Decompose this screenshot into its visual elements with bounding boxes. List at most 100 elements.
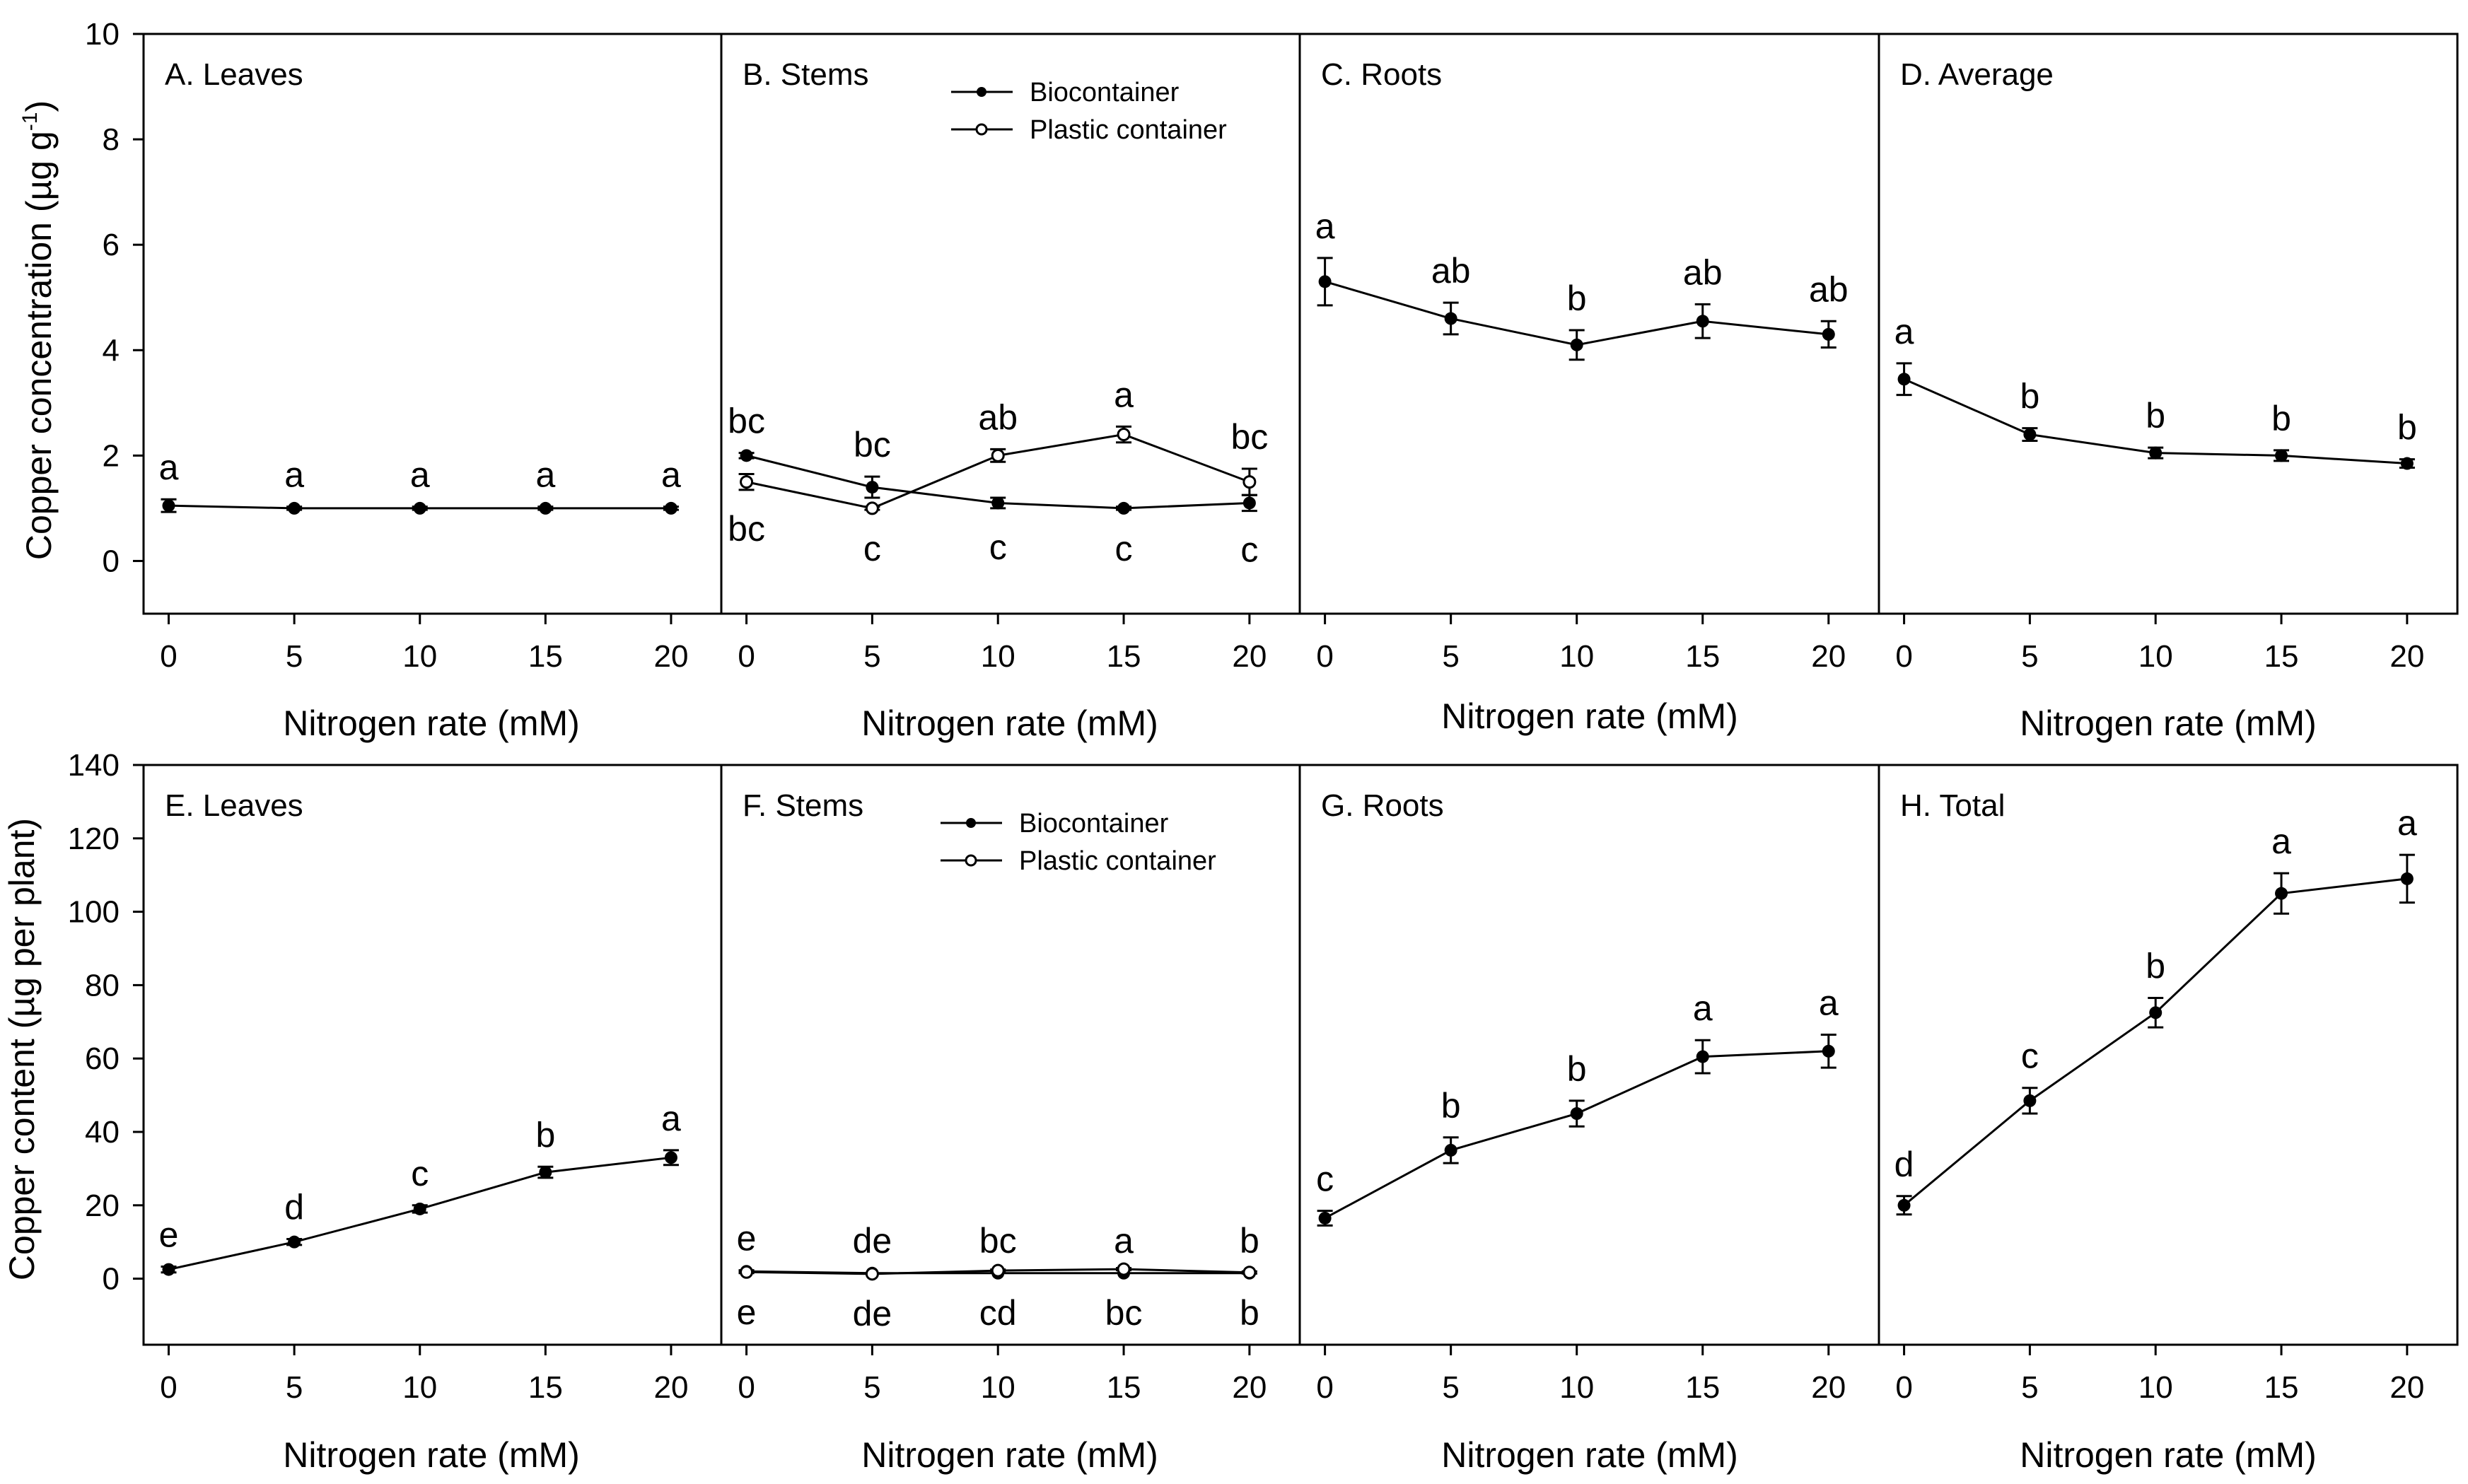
panel-b-x-tick-label: 15 (1107, 639, 1141, 674)
panel-a-point (288, 501, 301, 515)
panel-a-significance-letter: a (535, 455, 555, 495)
panel-b-point (1117, 501, 1131, 515)
panel-g-title: G. Roots (1321, 788, 1444, 823)
panel-a-y-tick-label: 4 (103, 333, 120, 368)
panel-h-title: H. Total (1900, 788, 2005, 823)
panel-c-frame (1298, 33, 1880, 615)
panel-d-frame (1878, 33, 2459, 615)
panel-e-point (664, 1151, 677, 1164)
panel-g-significance-letter: c (1316, 1159, 1334, 1199)
panel-b-title: B. Stems (743, 57, 869, 92)
panel-c-significance-letter: b (1567, 279, 1587, 318)
panel-g-x-tick-label: 20 (1811, 1370, 1846, 1405)
panel-b-point-open (991, 448, 1005, 462)
panel-a-x-tick-label: 15 (528, 639, 563, 674)
panel-e-point (162, 1263, 175, 1276)
panel-d-x-tick-label: 10 (2138, 639, 2173, 674)
panel-b-point-open (1117, 428, 1131, 442)
panel-e-significance-letter: b (535, 1115, 555, 1155)
panel-e: 0 5 10 15 20 0 20 40 60 80 100 120 140 E. Leaves e d c b a (68, 748, 723, 1405)
panel-e-point (413, 1202, 426, 1215)
panel-a-y-tick-label: 6 (103, 228, 120, 262)
bottom-row-y-axis-title: Copper content (µg per plant) (2, 818, 42, 1280)
panel-a-x-tick-label: 20 (653, 639, 688, 674)
panel-d-point (2023, 428, 2037, 441)
panel-b-significance-letter-lower: c (989, 527, 1007, 567)
panel-d-point (2149, 446, 2163, 460)
panel-h-x-tick-label: 5 (2021, 1370, 2038, 1405)
panel-e-title: E. Leaves (165, 788, 303, 823)
panel-f-significance-letter-lower: b (1240, 1293, 1259, 1333)
panel-c-significance-letter: ab (1431, 251, 1471, 291)
panel-e-significance-letter: a (661, 1099, 681, 1138)
legend-b-plastic-label: Plastic container (1030, 115, 1227, 145)
panel-a-significance-letter: a (159, 448, 179, 487)
panel-d-x-tick-label: 0 (1895, 639, 1912, 674)
panel-g-x-tick-label: 15 (1685, 1370, 1720, 1405)
panel-f-significance-letter: bc (979, 1221, 1017, 1261)
panel-a-point (664, 501, 677, 515)
panel-h-x-tick-label: 20 (2390, 1370, 2424, 1405)
panel-c-title: C. Roots (1321, 57, 1442, 92)
panel-a-y-tick-label: 2 (103, 438, 120, 473)
panel-h-x-tick-label: 10 (2138, 1370, 2173, 1405)
x-axis-title-b: Nitrogen rate (mM) (861, 703, 1158, 743)
panel-d-x-tick-label: 20 (2390, 639, 2424, 674)
panel-c-x-tick-label: 15 (1685, 639, 1720, 674)
panel-f-point-open (740, 1265, 754, 1279)
panel-a-title: A. Leaves (165, 57, 303, 92)
panel-c-significance-letter: ab (1809, 269, 1849, 309)
x-axis-title-d: Nitrogen rate (mM) (2020, 703, 2317, 743)
panel-e-y-tick-label: 0 (103, 1262, 120, 1297)
panel-d-point (2275, 449, 2288, 462)
panel-a-x-tick-label: 5 (286, 639, 303, 674)
panel-b-point (866, 481, 879, 494)
legend-b-plastic-marker (975, 123, 988, 136)
panel-e-x-tick-label: 10 (402, 1370, 437, 1405)
legend-f-plastic-marker (965, 854, 977, 867)
panel-h-point (2149, 1006, 2163, 1019)
panel-c-x-tick-label: 0 (1316, 639, 1333, 674)
x-axis-title-f: Nitrogen rate (mM) (861, 1435, 1158, 1475)
panel-g-significance-letter: a (1693, 988, 1713, 1028)
panel-a-x-tick-label: 10 (402, 639, 437, 674)
legend-f-plastic-label: Plastic container (1019, 846, 1216, 876)
panel-c-x-tick-label: 20 (1811, 639, 1846, 674)
panel-f-significance-letter-lower: bc (1105, 1293, 1143, 1333)
panel-e-y-tick-label: 140 (68, 748, 120, 783)
panel-b-x-tick-label: 0 (738, 639, 755, 674)
panel-b-x-tick-label: 10 (981, 639, 1015, 674)
panel-h-significance-letter: b (2146, 947, 2165, 986)
panel-h-significance-letter: d (1894, 1145, 1914, 1184)
panel-d-x-tick-label: 5 (2021, 639, 2038, 674)
panel-e-y-tick-label: 80 (85, 968, 120, 1003)
panel-b-point (1242, 496, 1256, 510)
panel-d-point (1897, 373, 1911, 386)
panel-c-significance-letter: ab (1683, 252, 1723, 292)
top-row-y-axis-title: Copper concentration (µg g-1) (18, 100, 59, 560)
panel-f-point-open (865, 1267, 879, 1281)
panel-e-y-tick-label: 60 (85, 1041, 120, 1076)
panel-a-significance-letter: a (661, 455, 681, 495)
panel-g-point (1822, 1044, 1835, 1058)
panel-b-significance-letter: ab (978, 397, 1018, 437)
panel-c-point (1444, 312, 1457, 325)
x-axis-title-a: Nitrogen rate (mM) (283, 703, 580, 743)
panel-g-significance-letter: b (1441, 1086, 1461, 1126)
panel-c-x-tick-label: 10 (1559, 639, 1594, 674)
legend-b-bio-label: Biocontainer (1030, 78, 1180, 107)
panel-a-y-tick-label: 0 (103, 544, 120, 578)
panel-c-x-tick-label: 5 (1442, 639, 1459, 674)
panel-f: 0 5 10 15 20 F. Stems e de bc a b e de cd bc b (720, 764, 1301, 1405)
panel-h-x-tick-label: 15 (2264, 1370, 2299, 1405)
panel-h-significance-letter: a (2397, 803, 2417, 843)
panel-f-title: F. Stems (743, 788, 863, 823)
panel-a-significance-letter: a (410, 455, 430, 495)
panel-g-significance-letter: b (1567, 1049, 1587, 1089)
panel-b-point (991, 496, 1005, 510)
panel-e-point (288, 1235, 301, 1249)
panel-e-frame (142, 764, 723, 1346)
panel-f-significance-letter: de (853, 1221, 892, 1261)
panel-b-significance-letter-lower: c (863, 529, 881, 568)
panel-c-point (1822, 327, 1835, 341)
